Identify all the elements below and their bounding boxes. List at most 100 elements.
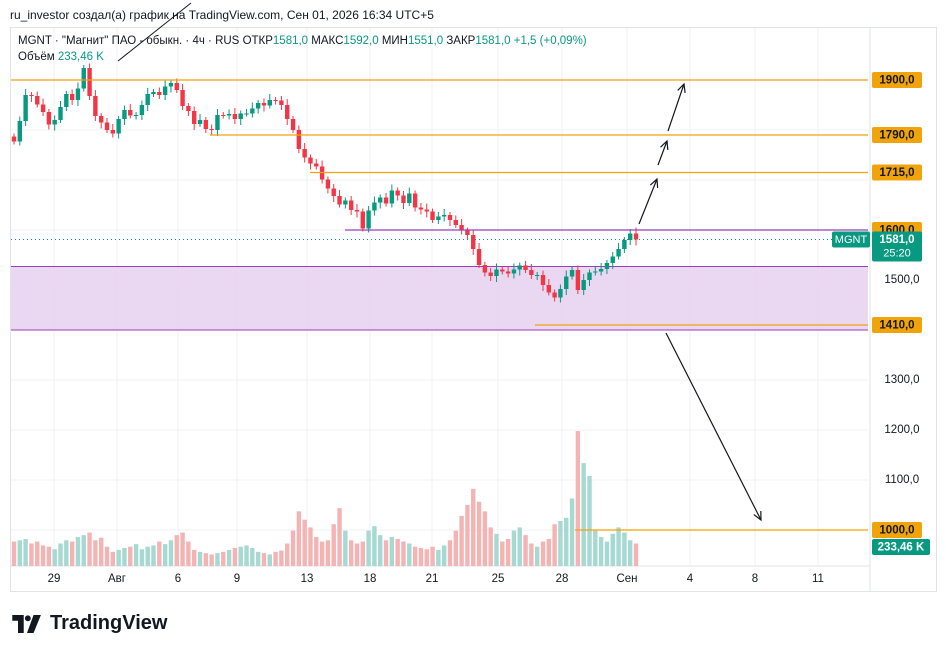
- candle-body: [197, 120, 203, 124]
- candle-body: [23, 95, 28, 121]
- volume-bar: [69, 541, 75, 566]
- volume-bar: [139, 549, 145, 566]
- candle-body: [296, 130, 302, 149]
- candle-body: [325, 179, 331, 189]
- candle-body: [174, 83, 179, 90]
- candle-body: [302, 149, 307, 158]
- volume-bar: [564, 517, 569, 566]
- last-price-badge-box: [872, 231, 922, 262]
- volume-bar: [285, 543, 290, 566]
- volume-bar: [401, 541, 406, 566]
- x-tick-label: 21: [426, 573, 439, 585]
- volume-bar: [192, 549, 197, 566]
- candle-body: [232, 114, 238, 119]
- volume-bar: [174, 535, 179, 566]
- volume-bar: [523, 535, 528, 566]
- volume-bar: [575, 431, 581, 566]
- x-tick-label: 29: [48, 573, 61, 585]
- candle-body: [587, 272, 592, 280]
- candle-body: [203, 120, 209, 129]
- candle-body: [447, 215, 453, 220]
- candle-body: [168, 83, 174, 87]
- symbol-badge: MGNT: [835, 234, 868, 246]
- volume-bar: [255, 551, 261, 566]
- candle-body: [279, 100, 284, 105]
- candle-body: [546, 285, 552, 293]
- volume-bar: [81, 535, 86, 566]
- candle-body: [616, 249, 621, 257]
- candle-body: [569, 270, 575, 277]
- volume-bar: [348, 540, 354, 566]
- volume-bar: [366, 530, 371, 566]
- volume-bar: [476, 501, 482, 566]
- candle-body: [250, 108, 255, 114]
- last-price-value: 1581,0: [879, 234, 914, 246]
- candle-body: [58, 107, 63, 120]
- bar-countdown: 25:20: [883, 247, 911, 259]
- volume-bar: [511, 530, 517, 566]
- price-level-label-1715: 1715,0: [879, 167, 914, 179]
- volume-bar: [186, 541, 191, 566]
- volume-bar: [616, 527, 621, 566]
- volume-bar: [529, 543, 534, 566]
- volume-bar: [209, 554, 214, 566]
- volume-bar: [534, 546, 540, 566]
- volume-bar: [593, 530, 598, 566]
- price-level-label-box-1000: [872, 522, 922, 538]
- forecast-arrow-3: [667, 83, 685, 132]
- volume-bar: [238, 546, 243, 566]
- volume-bar: [250, 548, 255, 566]
- brand-name: TradingView: [50, 612, 168, 634]
- candle-body: [64, 94, 69, 107]
- volume-bar: [267, 554, 272, 566]
- x-tick-label: 4: [687, 573, 694, 585]
- volume-bar: [232, 548, 238, 566]
- volume-bar: [372, 526, 377, 566]
- legend-volume-value: 233,46 K: [57, 51, 104, 63]
- volume-bar: [308, 527, 313, 566]
- volume-bar: [197, 551, 203, 566]
- candle-body: [511, 269, 517, 274]
- tradingview-logo-icon: [12, 614, 41, 633]
- candle-body: [564, 276, 569, 289]
- volume-bar: [110, 551, 116, 566]
- forecast-arrow-3-head: [677, 82, 686, 94]
- candle-body: [476, 249, 482, 265]
- volume-bar: [87, 532, 92, 566]
- candle-body: [139, 105, 145, 115]
- x-tick-label: 28: [556, 573, 569, 585]
- volume-bar: [128, 546, 133, 566]
- legend-close-label: ЗАКР: [446, 35, 476, 47]
- forecast-arrow-1: [638, 178, 658, 225]
- candle-body: [93, 96, 98, 116]
- volume-bar: [17, 540, 23, 566]
- volume-badge-box: [872, 539, 930, 555]
- candle-body: [593, 271, 598, 273]
- candle-body: [133, 115, 139, 116]
- y-tick-label: 1500,0: [884, 274, 919, 286]
- volume-badge: 233,46 K: [878, 542, 925, 554]
- price-level-label-box-1900: [872, 72, 922, 88]
- candle-body: [441, 215, 447, 217]
- candle-body: [453, 220, 458, 225]
- candle-body: [610, 256, 615, 263]
- candle-body: [354, 210, 360, 212]
- volume-bar: [168, 540, 174, 566]
- volume-bar: [93, 540, 98, 566]
- legend-change: +1,5 (+0,09%): [513, 35, 587, 47]
- candle-body: [17, 121, 23, 142]
- candle-body: [424, 209, 429, 212]
- volume-bar: [378, 535, 383, 566]
- volume-bar: [337, 508, 342, 566]
- volume-bar: [412, 546, 418, 566]
- x-tick-label: 8: [752, 573, 758, 585]
- forecast-arrow-1-head: [649, 177, 659, 189]
- volume-bar: [203, 553, 209, 566]
- candle-body: [558, 289, 563, 298]
- volume-bar: [354, 543, 360, 566]
- volume-bar: [453, 530, 458, 566]
- candle-body: [40, 104, 46, 112]
- volume-bar: [360, 541, 365, 566]
- candle-body: [180, 90, 185, 106]
